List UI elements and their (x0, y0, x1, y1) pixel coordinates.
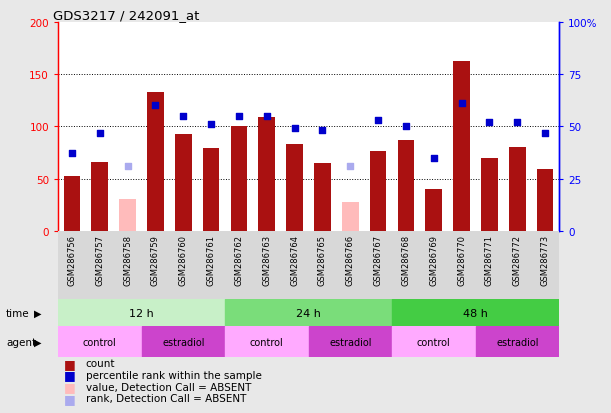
Text: count: count (86, 358, 115, 368)
Text: ▶: ▶ (34, 337, 41, 347)
Bar (230, 127, 247, 231)
Bar (58, 299, 225, 326)
Text: GDS3217 / 242091_at: GDS3217 / 242091_at (53, 9, 199, 21)
Text: GSM286765: GSM286765 (318, 235, 327, 285)
Bar (537, 170, 554, 231)
Bar (225, 299, 392, 326)
Text: GSM286773: GSM286773 (541, 235, 550, 286)
Text: agent: agent (6, 337, 36, 347)
Point (429, 155, 439, 161)
Bar (309, 326, 392, 357)
Text: ■: ■ (64, 392, 76, 405)
Bar (225, 326, 309, 357)
Text: control: control (417, 337, 451, 347)
Text: GSM286770: GSM286770 (457, 235, 466, 285)
Text: GSM286766: GSM286766 (346, 235, 355, 286)
Bar (370, 152, 387, 231)
Text: GSM286771: GSM286771 (485, 235, 494, 285)
Point (178, 113, 188, 120)
Bar (509, 148, 525, 231)
Text: GSM286758: GSM286758 (123, 235, 132, 285)
Text: estradiol: estradiol (496, 337, 538, 347)
Text: value, Detection Call = ABSENT: value, Detection Call = ABSENT (86, 382, 251, 392)
Text: ■: ■ (64, 380, 76, 393)
Bar (342, 202, 359, 231)
Text: estradiol: estradiol (162, 337, 205, 347)
Text: ▶: ▶ (34, 308, 41, 318)
Bar (203, 149, 219, 231)
Text: 48 h: 48 h (463, 308, 488, 318)
Text: GSM286756: GSM286756 (67, 235, 76, 285)
Bar (481, 158, 498, 231)
Point (373, 117, 383, 124)
Bar (287, 145, 303, 231)
Point (150, 103, 160, 109)
Bar (175, 134, 192, 231)
Text: percentile rank within the sample: percentile rank within the sample (86, 370, 262, 380)
Text: 24 h: 24 h (296, 308, 321, 318)
Point (207, 121, 216, 128)
Point (234, 113, 244, 120)
Text: GSM286760: GSM286760 (179, 235, 188, 285)
Text: GSM286772: GSM286772 (513, 235, 522, 285)
Text: ■: ■ (64, 368, 76, 382)
Text: GSM286769: GSM286769 (430, 235, 438, 285)
Point (290, 126, 299, 133)
Bar (453, 62, 470, 231)
Bar (64, 177, 80, 231)
Text: GSM286757: GSM286757 (95, 235, 104, 285)
Bar (398, 140, 414, 231)
Text: GSM286759: GSM286759 (151, 235, 160, 285)
Point (540, 130, 550, 137)
Point (485, 119, 494, 126)
Text: GSM286767: GSM286767 (374, 235, 382, 286)
Text: 12 h: 12 h (129, 308, 154, 318)
Point (513, 119, 522, 126)
Text: control: control (83, 337, 117, 347)
Bar (142, 326, 225, 357)
Point (401, 124, 411, 131)
Bar (392, 299, 559, 326)
Bar (475, 326, 559, 357)
Bar (92, 162, 108, 231)
Text: GSM286764: GSM286764 (290, 235, 299, 285)
Point (262, 113, 272, 120)
Text: time: time (6, 308, 30, 318)
Bar (425, 190, 442, 231)
Point (67, 151, 77, 157)
Text: control: control (250, 337, 284, 347)
Text: GSM286768: GSM286768 (401, 235, 411, 286)
Text: estradiol: estradiol (329, 337, 371, 347)
Point (123, 163, 133, 170)
Point (457, 101, 467, 107)
Text: GSM286761: GSM286761 (207, 235, 216, 285)
Text: ■: ■ (64, 357, 76, 370)
Bar (392, 326, 475, 357)
Text: GSM286763: GSM286763 (262, 235, 271, 286)
Bar (58, 326, 142, 357)
Point (318, 128, 327, 135)
Bar (147, 93, 164, 231)
Point (95, 130, 104, 137)
Text: GSM286762: GSM286762 (235, 235, 243, 285)
Bar (258, 118, 275, 231)
Bar (119, 200, 136, 231)
Bar (314, 164, 331, 231)
Text: rank, Detection Call = ABSENT: rank, Detection Call = ABSENT (86, 393, 246, 403)
Point (345, 163, 355, 170)
